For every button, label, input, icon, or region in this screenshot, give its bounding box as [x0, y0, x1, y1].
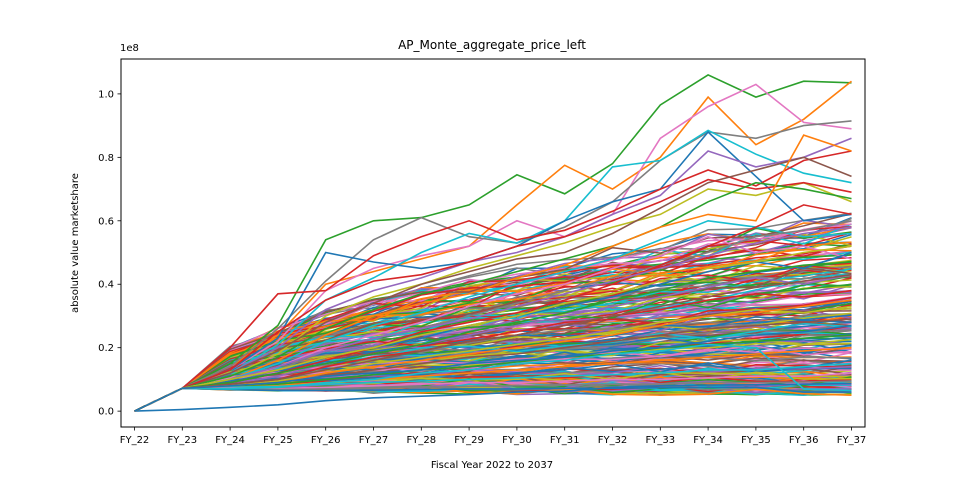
y-tick-label: 0.4 [98, 280, 114, 291]
x-tick-label: FY_35 [741, 435, 771, 446]
x-tick-label: FY_22 [120, 435, 150, 446]
series-line-23 [134, 334, 852, 412]
series-line-2 [134, 73, 852, 412]
series-line-31 [134, 226, 852, 412]
series-line-32 [134, 245, 852, 412]
x-tick-label: FY_34 [693, 435, 723, 446]
y-tick-label: 0.6 [98, 216, 114, 227]
series-line-14 [134, 134, 852, 412]
series-line-25 [134, 362, 852, 412]
y-axis: 0.0 0.2 0.4 0.6 0.8 1.0 [98, 89, 121, 418]
x-tick-label: FY_29 [454, 435, 484, 446]
series-line-1 [134, 382, 852, 412]
y-axis-offset-text: 1e8 [120, 43, 139, 54]
axes-frame [120, 58, 866, 428]
series-line-9 [134, 137, 852, 412]
series-line-28 [134, 386, 852, 412]
series-line-29 [134, 343, 852, 412]
x-tick-label: FY_23 [168, 435, 198, 446]
x-tick-label: FY_26 [311, 435, 341, 446]
x-tick-label: FY_36 [789, 435, 819, 446]
series-line-12 [134, 178, 852, 412]
series-line-19 [134, 273, 852, 412]
x-tick-label: FY_27 [359, 435, 389, 446]
x-tick-label: FY_30 [502, 435, 532, 446]
plot-area [120, 58, 866, 428]
x-tick-label: FY_25 [263, 435, 293, 446]
x-axis-title: Fiscal Year 2022 to 2037 [431, 460, 553, 471]
series-line-15 [134, 219, 852, 412]
series-line-36 [134, 324, 852, 412]
series-line-8 [134, 150, 852, 412]
series-line-4 [134, 83, 852, 412]
series-line-5 [134, 120, 852, 412]
x-tick-label: FY_24 [215, 435, 245, 446]
series-line-34 [134, 273, 852, 412]
x-tick-label: FY_32 [598, 435, 628, 446]
y-tick-label: 0.0 [98, 407, 114, 418]
x-tick-label: FY_33 [646, 435, 676, 446]
y-tick-label: 1.0 [98, 89, 114, 100]
simulation-path [134, 223, 852, 412]
chart-title: AP_Monte_aggregate_price_left [398, 38, 586, 52]
series-lines [134, 73, 852, 412]
x-tick-label: FY_31 [550, 435, 580, 446]
y-tick-label: 0.8 [98, 153, 114, 164]
y-tick-label: 0.2 [98, 343, 114, 354]
x-tick-label: FY_28 [407, 435, 437, 446]
x-axis: FY_22 FY_23 FY_24 FY_25 FY_26 FY_27 FY_28 FY_29… [120, 427, 867, 446]
series-line-11 [134, 156, 852, 412]
series-line-13 [134, 181, 852, 412]
x-tick-label: FY_37 [837, 435, 867, 446]
series-line-6 [134, 129, 852, 412]
y-axis-title: absolute value marketshare [70, 173, 81, 313]
series-line-33 [134, 261, 852, 412]
